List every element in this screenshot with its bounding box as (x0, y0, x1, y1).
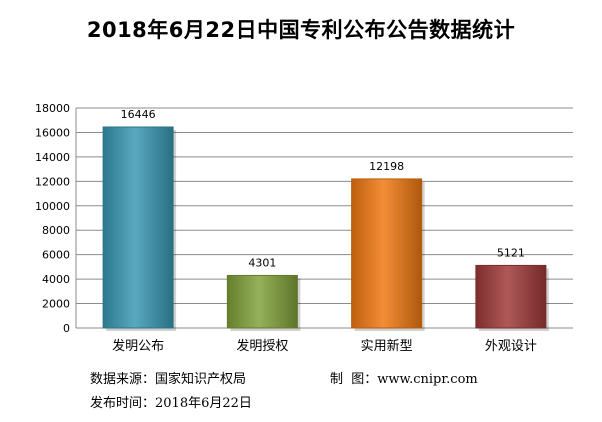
y-tick-label: 14000 (35, 151, 70, 164)
x-tick-label: 发明公布 (112, 338, 164, 354)
y-tick-label: 10000 (35, 200, 70, 213)
y-tick-label: 2000 (42, 298, 70, 311)
source-value: 国家知识产权局 (155, 372, 247, 387)
x-tick-label: 实用新型 (361, 338, 413, 354)
bar (102, 126, 174, 329)
y-tick-label: 4000 (42, 273, 70, 286)
maker-label: 制 图： (330, 372, 378, 387)
data-label: 5121 (497, 246, 525, 259)
date-value: 2018年6月22日 (155, 396, 252, 411)
y-tick-label: 16000 (35, 126, 70, 139)
maker-value: www.cnipr.com (377, 372, 478, 387)
data-label: 12198 (369, 160, 404, 173)
x-tick-label: 发明授权 (236, 338, 288, 354)
bar (226, 274, 298, 329)
y-tick-label: 12000 (35, 175, 70, 188)
source-label: 数据来源： (90, 372, 156, 387)
y-tick-label: 18000 (35, 102, 70, 115)
y-tick-label: 6000 (42, 249, 70, 262)
footer-source-row: 数据来源：国家知识产权局 (90, 368, 246, 387)
bar (351, 178, 423, 329)
y-tick-label: 8000 (42, 224, 70, 237)
bar (475, 264, 547, 329)
y-tick-label: 0 (63, 322, 70, 335)
footer-maker-row: 制 图：www.cnipr.com (330, 368, 478, 387)
chart-title: 2018年6月22日中国专利公布公告数据统计 (86, 18, 516, 42)
data-label: 4301 (248, 256, 276, 269)
data-label: 16446 (121, 108, 156, 121)
date-label: 发布时间： (90, 396, 156, 411)
footer-date-row: 发布时间：2018年6月22日 (90, 392, 252, 411)
x-tick-label: 外观设计 (485, 339, 537, 354)
